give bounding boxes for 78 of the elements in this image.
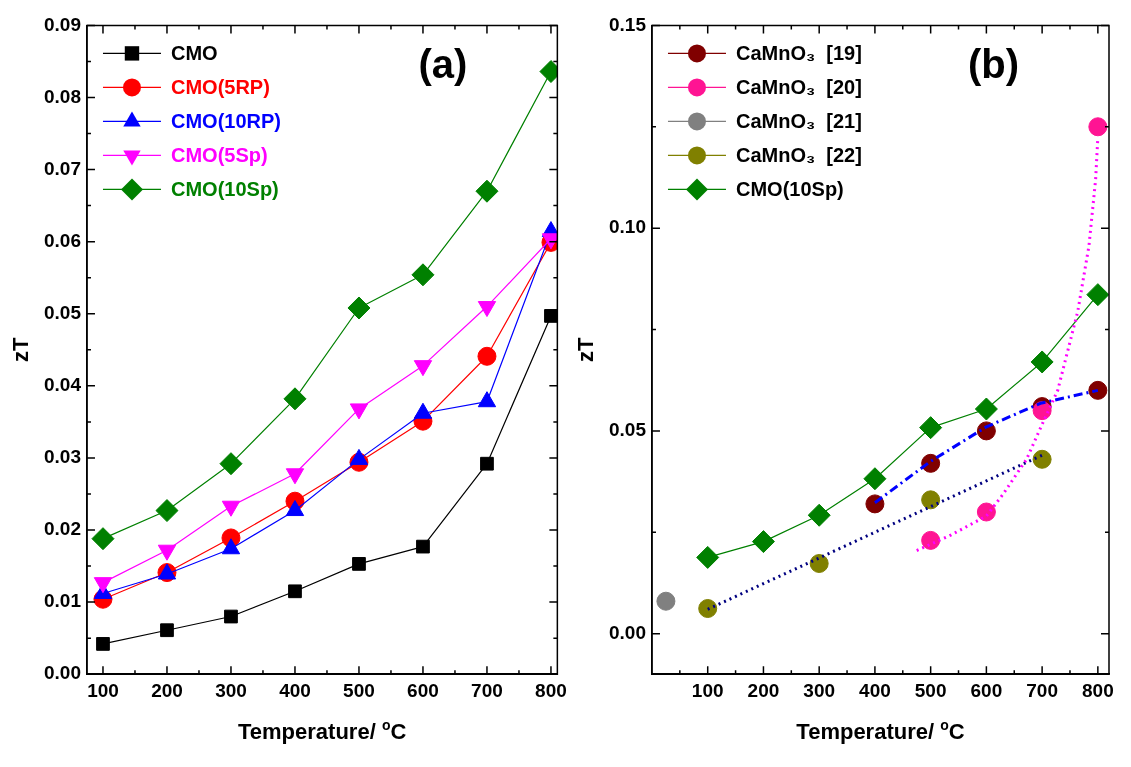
point: [544, 309, 558, 323]
y-tick-label: 0.02: [44, 518, 81, 540]
annotation: (a): [418, 42, 468, 87]
legend-label: CaMnO₃ [21]: [735, 109, 862, 132]
point: [160, 623, 174, 638]
legend-label: CMO(10RP): [170, 109, 281, 132]
point: [352, 557, 366, 571]
x-tick-label: 600: [407, 679, 439, 701]
point: [91, 527, 115, 551]
x-tick-label: 100: [87, 679, 119, 701]
point: [1032, 449, 1052, 469]
point: [288, 584, 302, 599]
point: [1030, 350, 1054, 374]
y-tick-label: 0.10: [609, 216, 646, 238]
y-axis-title: zT: [8, 337, 33, 363]
point: [1088, 380, 1108, 400]
y-axis-title: zT: [573, 337, 598, 363]
point: [411, 263, 435, 287]
point: [224, 609, 238, 624]
y-tick-label: 0.08: [44, 85, 81, 107]
legend-label: CMO(10Sp): [735, 177, 844, 200]
point: [921, 490, 941, 510]
point: [416, 539, 430, 554]
x-tick-label: 100: [691, 679, 724, 701]
y-tick-label: 0.07: [44, 157, 81, 179]
x-tick-label: 800: [1082, 679, 1114, 701]
point: [974, 397, 998, 421]
legend-label: CMO(5RP): [170, 75, 270, 98]
point: [921, 530, 941, 550]
y-tick-label: 0.01: [44, 590, 82, 612]
x-tick-label: 700: [1026, 679, 1058, 701]
x-tick-label: 300: [215, 679, 247, 701]
y-tick-label: 0.15: [609, 13, 647, 35]
point: [1086, 283, 1109, 307]
point: [976, 502, 996, 522]
x-tick-label: 400: [859, 679, 891, 701]
y-tick-label: 0.03: [44, 446, 81, 468]
point: [698, 599, 718, 619]
point: [696, 545, 720, 569]
x-tick-label: 200: [747, 679, 780, 701]
x-tick-label: 500: [914, 679, 947, 701]
point: [809, 554, 829, 573]
point: [751, 530, 775, 554]
y-tick-label: 0.09: [44, 13, 81, 35]
legend-label: CMO(10Sp): [170, 177, 279, 200]
y-tick-label: 0.04: [44, 374, 82, 396]
point: [347, 296, 371, 320]
y-tick-label: 0.06: [44, 229, 81, 251]
x-tick-label: 500: [343, 679, 375, 701]
x-tick-label: 700: [471, 679, 503, 701]
point: [96, 637, 110, 651]
annotation: (b): [967, 42, 1019, 87]
point: [283, 387, 307, 411]
point: [919, 416, 943, 440]
point: [656, 591, 676, 611]
point: [863, 467, 887, 491]
x-tick-label: 200: [151, 679, 183, 701]
x-tick-label: 600: [970, 679, 1003, 701]
legend-label: CaMnO₃ [20]: [735, 75, 862, 98]
point: [865, 494, 885, 514]
point: [1088, 117, 1108, 137]
legend-label: CaMnO₃ [19]: [735, 41, 862, 64]
x-tick-label: 300: [803, 679, 836, 701]
point: [155, 499, 179, 523]
point: [480, 456, 494, 471]
point: [807, 503, 831, 527]
y-tick-label: 0.00: [44, 662, 81, 684]
x-tick-label: 400: [279, 679, 311, 701]
x-tick-label: 800: [535, 679, 567, 701]
y-tick-label: 0.05: [609, 419, 647, 441]
legend-label: CaMnO₃ [22]: [735, 143, 862, 166]
legend-label: CMO: [170, 41, 218, 64]
legend-label: CMO(5Sp): [170, 143, 268, 166]
point: [477, 346, 497, 366]
y-tick-label: 0.00: [609, 621, 646, 643]
point: [219, 452, 243, 476]
y-tick-label: 0.05: [44, 301, 82, 323]
point: [475, 179, 499, 203]
